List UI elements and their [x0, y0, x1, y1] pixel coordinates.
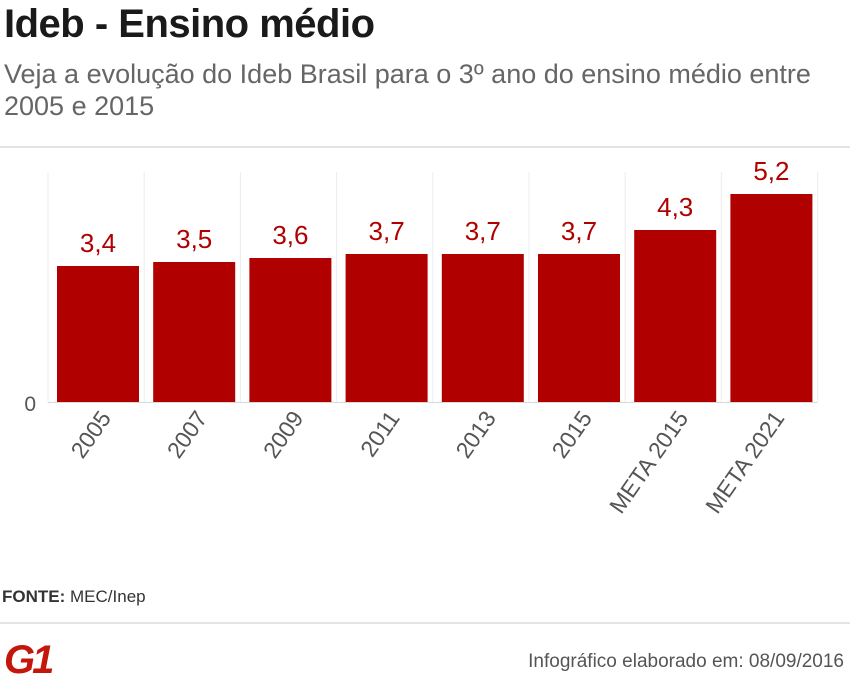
x-tick-label: META 2021: [700, 406, 789, 518]
data-label: 3,7: [561, 216, 597, 246]
bar-2011: [345, 254, 428, 402]
source-label: FONTE:: [2, 587, 66, 606]
x-tick-label: 2015: [546, 406, 597, 463]
source-value: MEC/Inep: [70, 587, 146, 606]
g1-logo: G1: [4, 640, 56, 678]
x-tick-label: 2009: [258, 406, 309, 463]
data-label: 3,5: [176, 224, 212, 254]
source-note: FONTE: MEC/Inep: [2, 587, 146, 607]
x-tick-label: 2005: [65, 406, 116, 463]
x-tick-label: META 2015: [604, 406, 693, 518]
x-tick-label: 2013: [450, 406, 501, 463]
data-label: 4,3: [657, 192, 693, 222]
g1-logo-text: G1: [4, 640, 53, 678]
bar-2005: [57, 266, 139, 402]
infographic-credit: Infográfico elaborado em: 08/09/2016: [528, 651, 844, 672]
bar-2009: [249, 258, 332, 402]
data-label: 3,7: [369, 216, 405, 246]
data-label: 3,4: [80, 228, 116, 258]
chart-title: Ideb - Ensino médio: [4, 2, 375, 46]
bar-meta-2021: [730, 194, 813, 402]
x-tick-label: 2011: [355, 406, 405, 461]
bar-meta-2015: [634, 230, 717, 402]
data-label: 3,7: [465, 216, 501, 246]
bar-2007: [153, 262, 236, 402]
y-tick-label: 0: [24, 393, 36, 416]
bar-chart: 0 3,4 2005 3,5 2007 3,6 2009 3,7 2011 3,7 2013 3,7 2…: [24, 156, 819, 518]
chart-subtitle: Veja a evolução do Ideb Brasil para o 3º…: [4, 59, 811, 121]
data-label: 5,2: [753, 156, 789, 186]
bar-2015: [538, 254, 620, 402]
bar-2013: [441, 254, 524, 402]
data-label: 3,6: [272, 220, 308, 250]
bottom-divider: [0, 622, 850, 624]
top-divider: [0, 146, 850, 148]
x-tick-label: 2007: [162, 406, 213, 463]
